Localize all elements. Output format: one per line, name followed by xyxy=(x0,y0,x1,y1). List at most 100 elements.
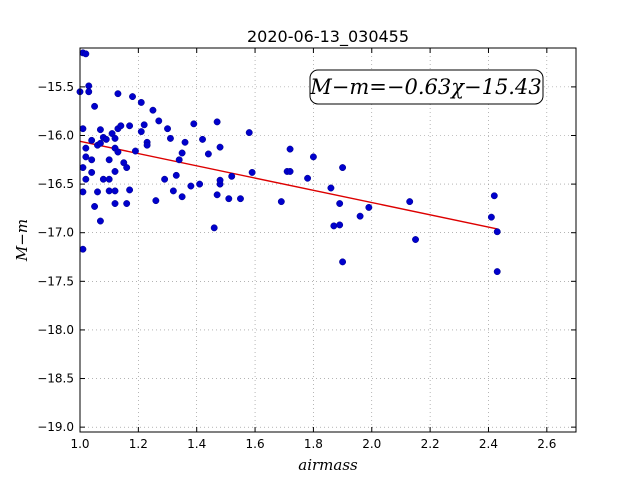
data-point xyxy=(117,122,125,130)
data-point xyxy=(490,192,498,200)
chart-title: 2020-06-13_030455 xyxy=(247,27,409,47)
fit-line xyxy=(79,140,498,230)
y-tick-label: −15.5 xyxy=(37,80,74,94)
data-point xyxy=(412,236,419,243)
data-point xyxy=(111,168,119,175)
data-point xyxy=(169,187,177,195)
x-tick-label: 1.8 xyxy=(304,437,323,451)
data-point xyxy=(82,50,90,58)
y-tick-label: −16.5 xyxy=(37,177,74,191)
y-axis-label: M−m xyxy=(13,219,31,262)
x-tick-label: 1.0 xyxy=(70,437,89,451)
data-point xyxy=(114,148,122,156)
data-point xyxy=(164,125,171,133)
data-point xyxy=(96,126,104,134)
data-point xyxy=(181,138,189,146)
data-point xyxy=(225,195,233,203)
data-point xyxy=(406,198,414,206)
data-point xyxy=(99,175,107,183)
data-point xyxy=(85,82,93,90)
data-point xyxy=(487,213,495,221)
data-point xyxy=(137,128,145,136)
data-point xyxy=(105,175,113,183)
data-point xyxy=(336,200,344,207)
data-point xyxy=(309,153,317,161)
data-point xyxy=(152,197,160,205)
data-point xyxy=(286,168,294,175)
data-point xyxy=(248,168,256,176)
data-point xyxy=(178,149,186,157)
data-point xyxy=(216,176,224,184)
data-point xyxy=(187,182,195,190)
data-point xyxy=(216,143,224,151)
data-point xyxy=(140,121,148,129)
data-point xyxy=(79,125,87,133)
y-tick-label: −18.0 xyxy=(37,323,74,337)
data-point xyxy=(126,122,134,130)
x-tick-label: 2.2 xyxy=(421,437,440,451)
data-point xyxy=(339,164,347,172)
data-point xyxy=(105,187,113,195)
data-point xyxy=(172,171,180,179)
data-point xyxy=(94,188,101,196)
fit-annotation: M−m=−0.63χ−15.43 xyxy=(309,69,544,105)
y-tick-label: −17.0 xyxy=(37,226,74,240)
y-tick-label: −16.0 xyxy=(37,128,74,142)
data-point xyxy=(228,172,236,180)
x-tick-label: 2.4 xyxy=(479,437,498,451)
data-point xyxy=(175,156,183,164)
data-point xyxy=(196,180,204,188)
data-point xyxy=(105,156,113,164)
data-point xyxy=(91,102,99,110)
data-point xyxy=(161,175,169,183)
data-point xyxy=(190,120,198,128)
data-point xyxy=(286,145,294,153)
data-point xyxy=(304,174,312,182)
data-point xyxy=(149,106,157,114)
y-tick-label: −18.5 xyxy=(37,372,74,386)
data-point xyxy=(245,129,253,137)
data-point xyxy=(111,134,119,142)
x-tick-label: 2.6 xyxy=(537,437,556,451)
data-point xyxy=(210,224,218,232)
data-point xyxy=(114,90,122,98)
data-point xyxy=(91,203,99,210)
data-point xyxy=(79,188,87,196)
data-point xyxy=(237,195,244,203)
x-tick-label: 1.4 xyxy=(187,437,206,451)
data-point xyxy=(178,193,186,201)
data-point xyxy=(131,147,139,155)
data-point xyxy=(111,200,119,207)
data-point xyxy=(82,153,90,161)
fit-line-layer xyxy=(79,140,498,230)
data-point xyxy=(493,268,501,276)
data-point xyxy=(277,198,285,206)
data-point xyxy=(339,258,347,266)
data-point xyxy=(166,134,174,142)
data-point xyxy=(336,221,344,229)
data-point xyxy=(356,212,364,220)
data-point xyxy=(213,191,221,199)
grid xyxy=(79,48,576,432)
data-point xyxy=(143,141,151,149)
data-point xyxy=(129,93,136,101)
data-point xyxy=(137,98,145,106)
points-layer xyxy=(76,49,501,276)
data-point xyxy=(365,203,373,211)
data-point xyxy=(88,136,96,144)
data-point xyxy=(85,88,93,96)
x-tick-label: 1.2 xyxy=(129,437,148,451)
data-point xyxy=(79,245,87,253)
data-point xyxy=(155,117,163,125)
data-point xyxy=(79,164,87,172)
data-point xyxy=(96,217,104,225)
data-point xyxy=(330,222,338,230)
data-point xyxy=(199,135,206,143)
data-point xyxy=(123,200,131,207)
x-axis-label: airmass xyxy=(298,456,358,474)
x-tick-label: 1.6 xyxy=(246,437,265,451)
data-point xyxy=(126,186,134,194)
annotation-box xyxy=(309,69,544,105)
data-point xyxy=(204,150,212,158)
